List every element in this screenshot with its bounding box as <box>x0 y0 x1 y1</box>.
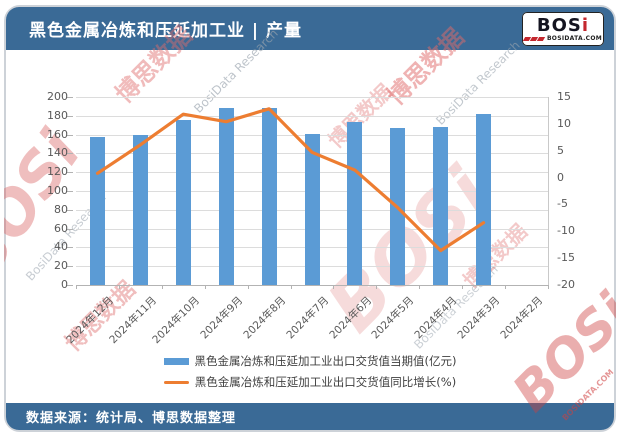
right-axis-tick-label: 5 <box>557 143 564 157</box>
x-axis-label: 2024年3月 <box>455 294 503 342</box>
x-axis-tick <box>333 285 335 289</box>
left-axis-tick-label: 140 <box>47 146 68 160</box>
left-axis-tick-label: 60 <box>54 221 68 235</box>
right-axis-tick-label: 15 <box>557 90 571 103</box>
x-axis-label: 2024年6月 <box>326 294 374 342</box>
left-axis-tick <box>67 209 73 211</box>
legend-item-line-series: 黑色金属冶炼和压延加工业出口交货值同比增长(%) <box>163 374 457 390</box>
bar-2024年11月 <box>132 134 148 285</box>
right-axis-line <box>548 97 549 289</box>
left-axis-tick <box>67 191 73 192</box>
left-axis-tick <box>67 134 73 136</box>
right-axis-tick-label: 10 <box>557 116 571 130</box>
logo-main-text: BOS <box>536 14 582 36</box>
bar-2024年9月 <box>218 108 234 285</box>
x-axis-tick <box>505 285 507 289</box>
data-source-text: 数据来源：统计局、博思数据整理 <box>26 411 237 426</box>
right-axis-tick-label: -10 <box>557 224 575 238</box>
header-bar: 黑色金属冶炼和压延加工业 | 产量 BOSi BOSIDATA.COM <box>6 7 614 50</box>
logo-accent-text: i <box>581 14 590 36</box>
line-series-swatch-icon <box>163 380 189 384</box>
left-axis-tick-label: 0 <box>61 278 68 291</box>
bosi-logo: BOSi BOSIDATA.COM <box>522 12 604 46</box>
bar-2024年12月 <box>89 137 105 285</box>
x-axis-label: 2024年9月 <box>198 294 246 342</box>
left-axis-tick <box>67 266 73 268</box>
left-axis-tick <box>67 228 73 230</box>
bar-2024年3月 <box>476 113 492 285</box>
bosi-logo-text: BOSi <box>536 14 590 36</box>
left-axis-tick <box>67 285 73 286</box>
right-axis-tick-label: 0 <box>557 170 564 184</box>
left-axis-tick-label: 180 <box>47 108 68 122</box>
left-axis-tick-label: 120 <box>47 165 68 179</box>
x-axis-tick <box>247 285 249 289</box>
footer-bar: 数据来源：统计局、博思数据整理 <box>6 403 614 430</box>
bar-2024年6月 <box>347 122 363 285</box>
page-title: 黑色金属冶炼和压延加工业 | 产量 <box>29 21 303 41</box>
bar-series-swatch-icon <box>163 357 189 365</box>
x-axis-tick <box>419 285 421 289</box>
x-axis-label: 2024年7月 <box>283 294 331 342</box>
left-axis-tick-label: 100 <box>47 184 68 197</box>
legend-label: 黑色金属冶炼和压延加工业出口交货值当期值(亿元) <box>194 354 457 368</box>
x-axis-label: 2024年8月 <box>241 294 288 342</box>
left-axis-tick <box>67 153 73 155</box>
legend-item-bar-series: 黑色金属冶炼和压延加工业出口交货值当期值(亿元) <box>163 353 457 369</box>
x-axis-tick <box>462 285 464 289</box>
x-axis-tick <box>204 285 206 289</box>
left-axis-tick <box>67 247 73 249</box>
bar-2024年4月 <box>433 127 449 285</box>
bar-2024年5月 <box>390 128 406 285</box>
x-axis-tick <box>376 285 378 289</box>
left-axis-tick-label: 40 <box>54 240 68 254</box>
legend-label: 黑色金属冶炼和压延加工业出口交货值同比增长(%) <box>194 375 457 389</box>
x-axis-label: 2024年2月 <box>498 294 546 342</box>
bar-2024年10月 <box>175 119 191 285</box>
left-axis-tick-label: 160 <box>47 127 68 141</box>
left-axis-tick <box>67 115 73 117</box>
left-axis-tick-label: 20 <box>54 259 68 273</box>
bar-2024年8月 <box>261 108 277 285</box>
x-axis-label: 2024年4月 <box>412 294 460 342</box>
x-axis-tick <box>76 285 77 289</box>
left-axis-tick-label: 80 <box>54 202 68 216</box>
grid-line <box>76 285 548 286</box>
chart-legend: 黑色金属冶炼和压延加工业出口交货值当期值(亿元) 黑色金属冶炼和压延加工业出口交… <box>0 353 620 390</box>
right-axis-tick-label: -20 <box>557 278 575 291</box>
right-axis-tick-label: -5 <box>557 197 568 211</box>
left-axis-tick <box>67 172 73 174</box>
x-axis-tick <box>548 285 549 289</box>
logo-domain-text: BOSIDATA.COM <box>546 34 603 42</box>
grid-line <box>76 97 548 98</box>
left-axis-tick-label: 200 <box>47 90 68 103</box>
x-axis-label: 2024年5月 <box>369 294 417 342</box>
x-axis-tick <box>161 285 163 289</box>
x-axis-tick <box>118 285 120 289</box>
x-axis-tick <box>290 285 292 289</box>
bar-2024年7月 <box>304 133 320 285</box>
right-axis-tick-label: -15 <box>557 251 575 265</box>
left-axis-tick <box>67 97 73 98</box>
